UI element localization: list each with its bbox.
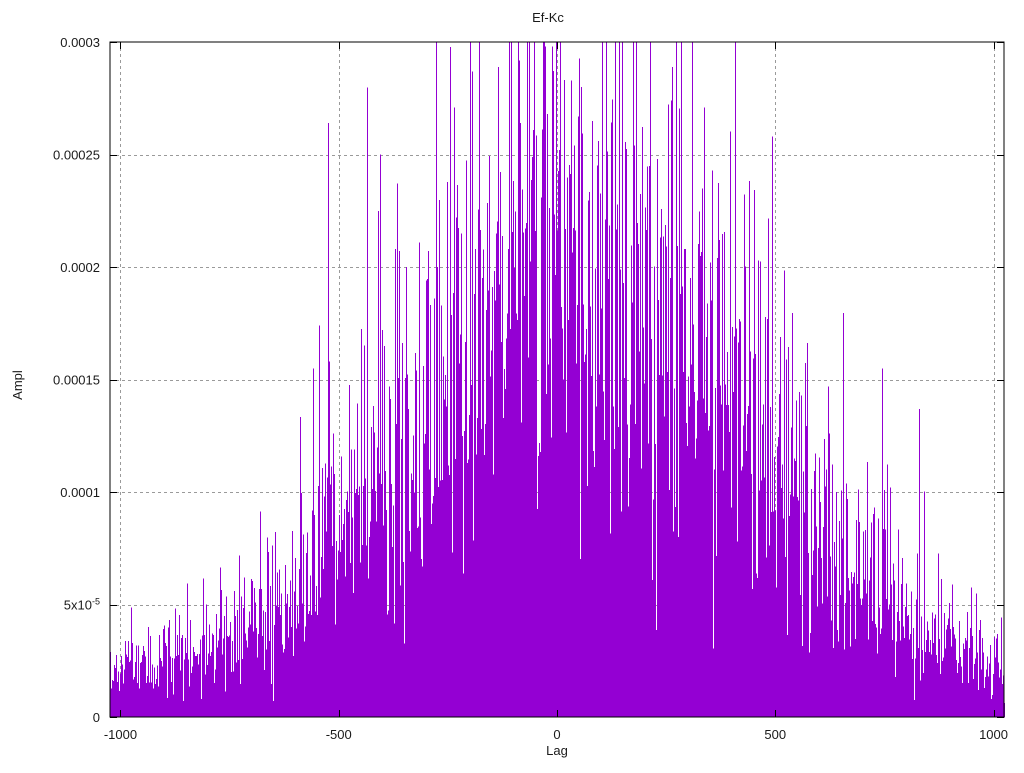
- y-tick-label: 0: [93, 710, 100, 725]
- y-tick-label: 0.00025: [53, 148, 100, 163]
- x-tick-label: -500: [326, 727, 352, 742]
- x-tick-label: 0: [553, 727, 560, 742]
- y-tick-label: 0.0003: [60, 35, 100, 50]
- chart-title: Ef-Kc: [532, 10, 564, 25]
- x-tick-label: 1000: [979, 727, 1008, 742]
- x-axis-label: Lag: [546, 743, 568, 758]
- y-tick-labels: 0 5x10-5 0.0001 0.00015 0.0002 0.00025 0.0003: [53, 35, 100, 725]
- y-tick-label: 5x10-5: [64, 597, 100, 613]
- x-tick-label: 500: [764, 727, 786, 742]
- y-tick-label: 0.0001: [60, 485, 100, 500]
- x-tick-label: -1000: [104, 727, 137, 742]
- x-tick-labels: -1000 -500 0 500 1000: [104, 727, 1008, 742]
- y-axis-label: Ampl: [10, 370, 25, 400]
- y-tick-label: 0.00015: [53, 373, 100, 388]
- data-series-impulses: [110, 42, 1005, 718]
- y-tick-label: 0.0002: [60, 260, 100, 275]
- axis-ticks: [110, 41, 1004, 719]
